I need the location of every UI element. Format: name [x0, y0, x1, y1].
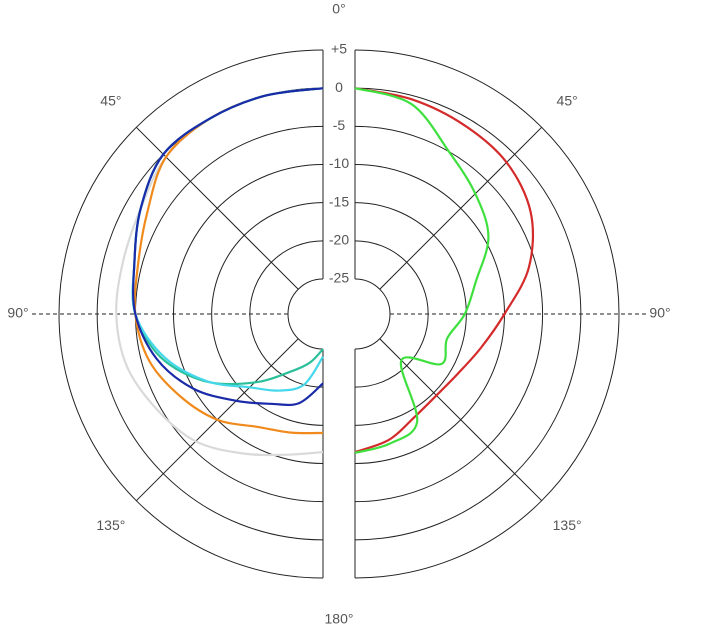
grid-ring: [354, 278, 391, 350]
theta-tick-label: 90°: [649, 305, 670, 321]
theta-tick-label: 135°: [553, 517, 582, 533]
theta-tick-label: 90°: [7, 305, 28, 321]
grid-ring: [287, 278, 324, 350]
series-line: [132, 87, 324, 407]
grid-spoke: [379, 126, 543, 290]
r-tick-label: -15: [329, 193, 349, 209]
theta-tick-label: 135°: [96, 517, 125, 533]
grid-ring: [354, 49, 620, 579]
grid-ring: [58, 49, 324, 579]
grid-spoke: [135, 126, 299, 290]
r-tick-label: -20: [329, 232, 349, 248]
r-tick-label: 0: [335, 79, 343, 95]
theta-tick-label: 45°: [100, 93, 121, 109]
theta-tick-label: 0°: [332, 1, 345, 17]
grid-ring: [211, 202, 324, 426]
grid-ring: [354, 202, 467, 426]
grid-ring: [354, 125, 544, 503]
series-line: [354, 87, 535, 454]
series-line: [131, 87, 324, 386]
r-tick-label: +5: [331, 41, 347, 57]
theta-tick-label: 180°: [325, 611, 354, 627]
series-line: [131, 87, 324, 392]
r-tick-label: -25: [329, 270, 349, 286]
grid-spoke: [379, 338, 543, 502]
theta-tick-label: 45°: [557, 93, 578, 109]
r-tick-label: -5: [333, 117, 346, 133]
series-line: [354, 87, 490, 454]
r-tick-label: -10: [329, 155, 349, 171]
